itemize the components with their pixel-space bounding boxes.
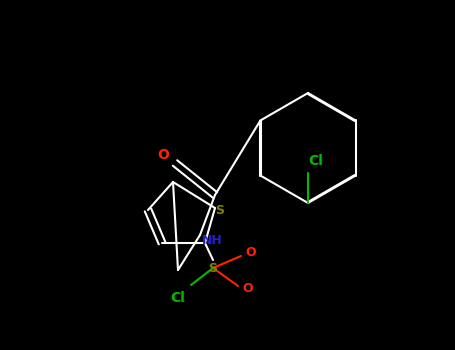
Text: NH: NH [202, 233, 222, 246]
Text: O: O [243, 281, 253, 294]
Text: O: O [246, 246, 256, 259]
Text: S: S [208, 261, 217, 274]
Text: S: S [216, 203, 224, 217]
Text: Cl: Cl [308, 154, 324, 168]
Text: Cl: Cl [171, 291, 186, 305]
Text: O: O [157, 148, 169, 162]
